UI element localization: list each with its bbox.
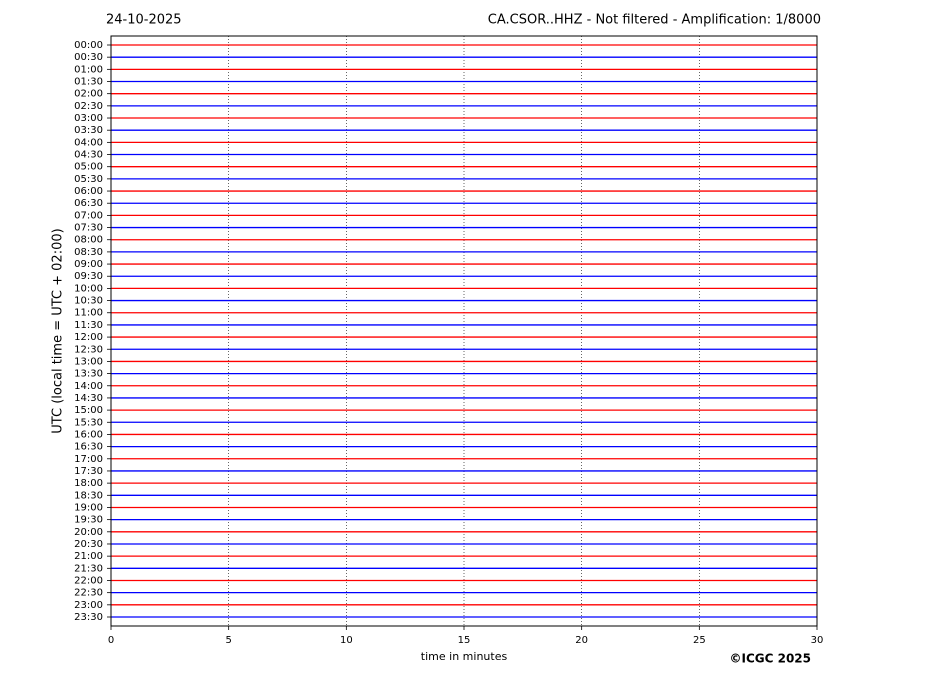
y-tick-label: 06:30 [74,198,103,209]
x-tick-label: 5 [225,635,231,646]
x-tick-label: 0 [108,635,114,646]
y-tick-label: 08:00 [74,235,103,246]
y-tick-label: 15:30 [74,417,103,428]
y-tick-label: 13:30 [74,369,103,380]
y-tick-label: 14:00 [74,381,103,392]
y-tick-label: 00:00 [74,40,103,51]
y-tick-label: 21:30 [74,563,103,574]
y-tick-label: 16:00 [74,429,103,440]
x-tick-label: 25 [693,635,706,646]
y-tick-label: 20:00 [74,527,103,538]
y-tick-label: 22:00 [74,575,103,586]
y-tick-label: 23:00 [74,600,103,611]
plot-frame [110,35,818,627]
y-tick-label: 03:30 [74,125,103,136]
y-tick-label: 02:30 [74,101,103,112]
y-tick-label: 10:30 [74,296,103,307]
y-tick-label: 19:30 [74,515,103,526]
y-tick-label: 12:30 [74,344,103,355]
y-tick-label: 07:00 [74,210,103,221]
x-tick-label: 20 [575,635,588,646]
y-tick-label: 23:30 [74,612,103,623]
y-tick-label: 18:30 [74,490,103,501]
y-tick-label: 02:00 [74,89,103,100]
chart-title: CA.CSOR..HHZ - Not filtered - Amplificat… [488,13,821,28]
y-tick-label: 05:30 [74,174,103,185]
y-tick-label: 18:00 [74,478,103,489]
y-tick-label: 11:00 [74,308,103,319]
y-tick-label: 15:00 [74,405,103,416]
y-tick-label: 10:00 [74,283,103,294]
y-tick-label: 12:00 [74,332,103,343]
y-tick-label: 16:30 [74,442,103,453]
y-tick-label: 04:00 [74,137,103,148]
y-tick-label: 06:00 [74,186,103,197]
y-tick-label: 17:30 [74,466,103,477]
y-tick-label: 11:30 [74,320,103,331]
y-tick-label: 09:30 [74,271,103,282]
y-tick-label: 17:00 [74,454,103,465]
y-tick-label: 07:30 [74,223,103,234]
x-tick-label: 10 [340,635,353,646]
y-tick-label: 01:00 [74,64,103,75]
y-tick-label: 05:00 [74,162,103,173]
y-tick-label: 21:00 [74,551,103,562]
y-tick-label: 04:30 [74,150,103,161]
y-tick-label: 22:30 [74,588,103,599]
x-axis-label: time in minutes [421,650,508,663]
date-label: 24-10-2025 [106,13,182,28]
x-tick-label: 30 [811,635,824,646]
y-tick-label: 01:30 [74,77,103,88]
x-tick-label: 15 [458,635,471,646]
y-tick-label: 20:30 [74,539,103,550]
y-tick-label: 19:00 [74,502,103,513]
y-tick-label: 14:30 [74,393,103,404]
y-tick-label: 09:00 [74,259,103,270]
y-tick-label: 00:30 [74,52,103,63]
y-tick-label: 03:00 [74,113,103,124]
y-tick-label: 13:00 [74,356,103,367]
credit: ©ICGC 2025 [729,652,811,666]
y-axis-label: UTC (local time = UTC + 02:00) [51,228,66,433]
y-tick-label: 08:30 [74,247,103,258]
